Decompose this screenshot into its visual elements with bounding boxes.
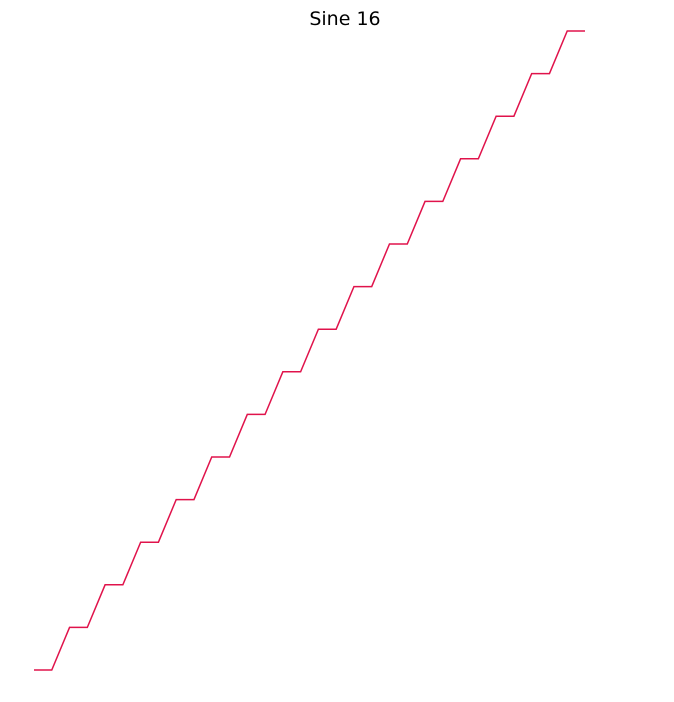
series-line-0 bbox=[34, 30, 585, 671]
plot-area bbox=[34, 30, 585, 671]
chart-title: Sine 16 bbox=[309, 8, 380, 30]
